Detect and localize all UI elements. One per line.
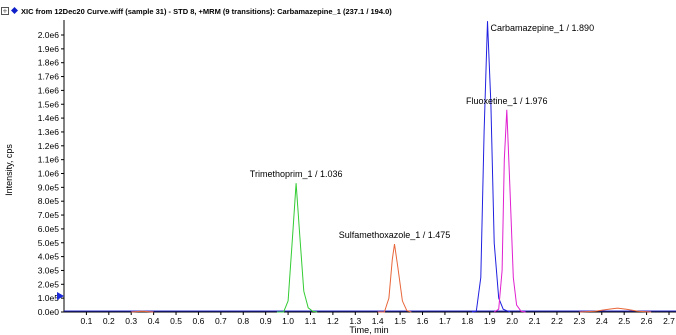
x-tick-label: 2.6: [641, 316, 653, 326]
x-tick-label: 0.8: [237, 316, 249, 326]
y-axis-title: Intensity, cps: [4, 144, 14, 196]
y-tick-label: 4.0e5: [38, 252, 60, 262]
x-tick-label: 0.9: [260, 316, 272, 326]
x-tick-label: 2.7: [663, 316, 675, 326]
chart-header: + XIC from 12Dec20 Curve.wiff (sample 31…: [1, 7, 392, 16]
series-trace-1: [377, 244, 412, 313]
x-tick-label: 0.2: [103, 316, 115, 326]
y-tick-label: 2.0e5: [38, 279, 60, 289]
x-tick-label: 2.3: [573, 316, 585, 326]
x-tick-label: 2.4: [596, 316, 608, 326]
peak-label-0: Trimethoprim_1 / 1.036: [250, 169, 343, 179]
y-tick-label: 0.0e0: [38, 307, 60, 317]
x-tick-label: 2.0: [506, 316, 518, 326]
y-tick-label: 1.5e6: [38, 99, 60, 109]
y-tick-label: 7.0e5: [38, 210, 60, 220]
y-tick-label: 3.0e5: [38, 265, 60, 275]
x-tick-label: 1.2: [327, 316, 339, 326]
y-tick-label: 1.4e6: [38, 113, 60, 123]
y-tick-label: 5.0e5: [38, 238, 60, 248]
y-tick-label: 1.2e6: [38, 141, 60, 151]
x-tick-label: 1.4: [372, 316, 384, 326]
x-tick-label: 0.4: [148, 316, 160, 326]
x-tick-label: 2.2: [551, 316, 563, 326]
y-tick-label: 1.3e6: [38, 127, 60, 137]
y-tick-label: 1.1e6: [38, 155, 60, 165]
x-axis-ticks: 0.1 0.2 0.3 0.4 0.5 0.6 0.7 0.8 0.9 1.0 1.1 1.2 1.3 1…: [80, 312, 675, 326]
x-axis-title: Time, min: [349, 325, 388, 335]
y-tick-label: 1.0e5: [38, 293, 60, 303]
peak-labels: Trimethoprim_1 / 1.036 Sulfamethoxazole_1…: [250, 23, 594, 240]
plot-axes: [63, 20, 676, 313]
x-tick-label: 0.3: [125, 316, 137, 326]
series-trace-2: [471, 21, 511, 313]
y-tick-label: 1.7e6: [38, 72, 60, 82]
x-tick-label: 0.6: [193, 316, 205, 326]
y-tick-label: 1.0e6: [38, 169, 60, 179]
y-axis-ticks: 0.0e0 1.0e5 2.0e5 3.0e5 4.0e5 5.0e5 6.0e5 7.0e5…: [38, 30, 64, 317]
series-trace-3: [493, 109, 526, 313]
x-tick-label: 0.7: [215, 316, 227, 326]
chart-title: XIC from 12Dec20 Curve.wiff (sample 31) …: [21, 7, 392, 16]
x-tick-label: 1.7: [439, 316, 451, 326]
y-tick-label: 1.8e6: [38, 58, 60, 68]
x-tick-label: 1.9: [484, 316, 496, 326]
expand-toggle-icon[interactable]: [1, 7, 9, 15]
x-tick-label: 1.6: [417, 316, 429, 326]
series-trace-0: [276, 183, 318, 313]
x-tick-label: 2.5: [618, 316, 630, 326]
series-marker-icon: [11, 7, 18, 14]
peak-label-3: Fluoxetine_1 / 1.976: [466, 96, 548, 106]
x-tick-label: 0.5: [170, 316, 182, 326]
y-tick-label: 1.9e6: [38, 44, 60, 54]
series-traces: [131, 21, 652, 313]
expand-glyph[interactable]: +: [3, 7, 8, 16]
peak-label-1: Sulfamethoxazole_1 / 1.475: [339, 230, 451, 240]
x-tick-label: 1.8: [461, 316, 473, 326]
x-tick-label: 2.1: [529, 316, 541, 326]
y-tick-label: 6.0e5: [38, 224, 60, 234]
series-trace-4: [579, 307, 652, 313]
series-trace-5: [131, 310, 154, 313]
x-tick-label: 0.1: [80, 316, 92, 326]
x-tick-label: 1.1: [305, 316, 317, 326]
x-tick-label: 1.0: [282, 316, 294, 326]
y-axis-arrow-icon[interactable]: [57, 292, 64, 300]
y-tick-label: 9.0e5: [38, 182, 60, 192]
x-tick-label: 1.3: [349, 316, 361, 326]
peak-label-2: Carbamazepine_1 / 1.890: [491, 23, 595, 33]
x-tick-label: 1.5: [394, 316, 406, 326]
y-tick-label: 8.0e5: [38, 196, 60, 206]
y-tick-label: 2.0e6: [38, 30, 60, 40]
y-tick-label: 1.6e6: [38, 85, 60, 95]
